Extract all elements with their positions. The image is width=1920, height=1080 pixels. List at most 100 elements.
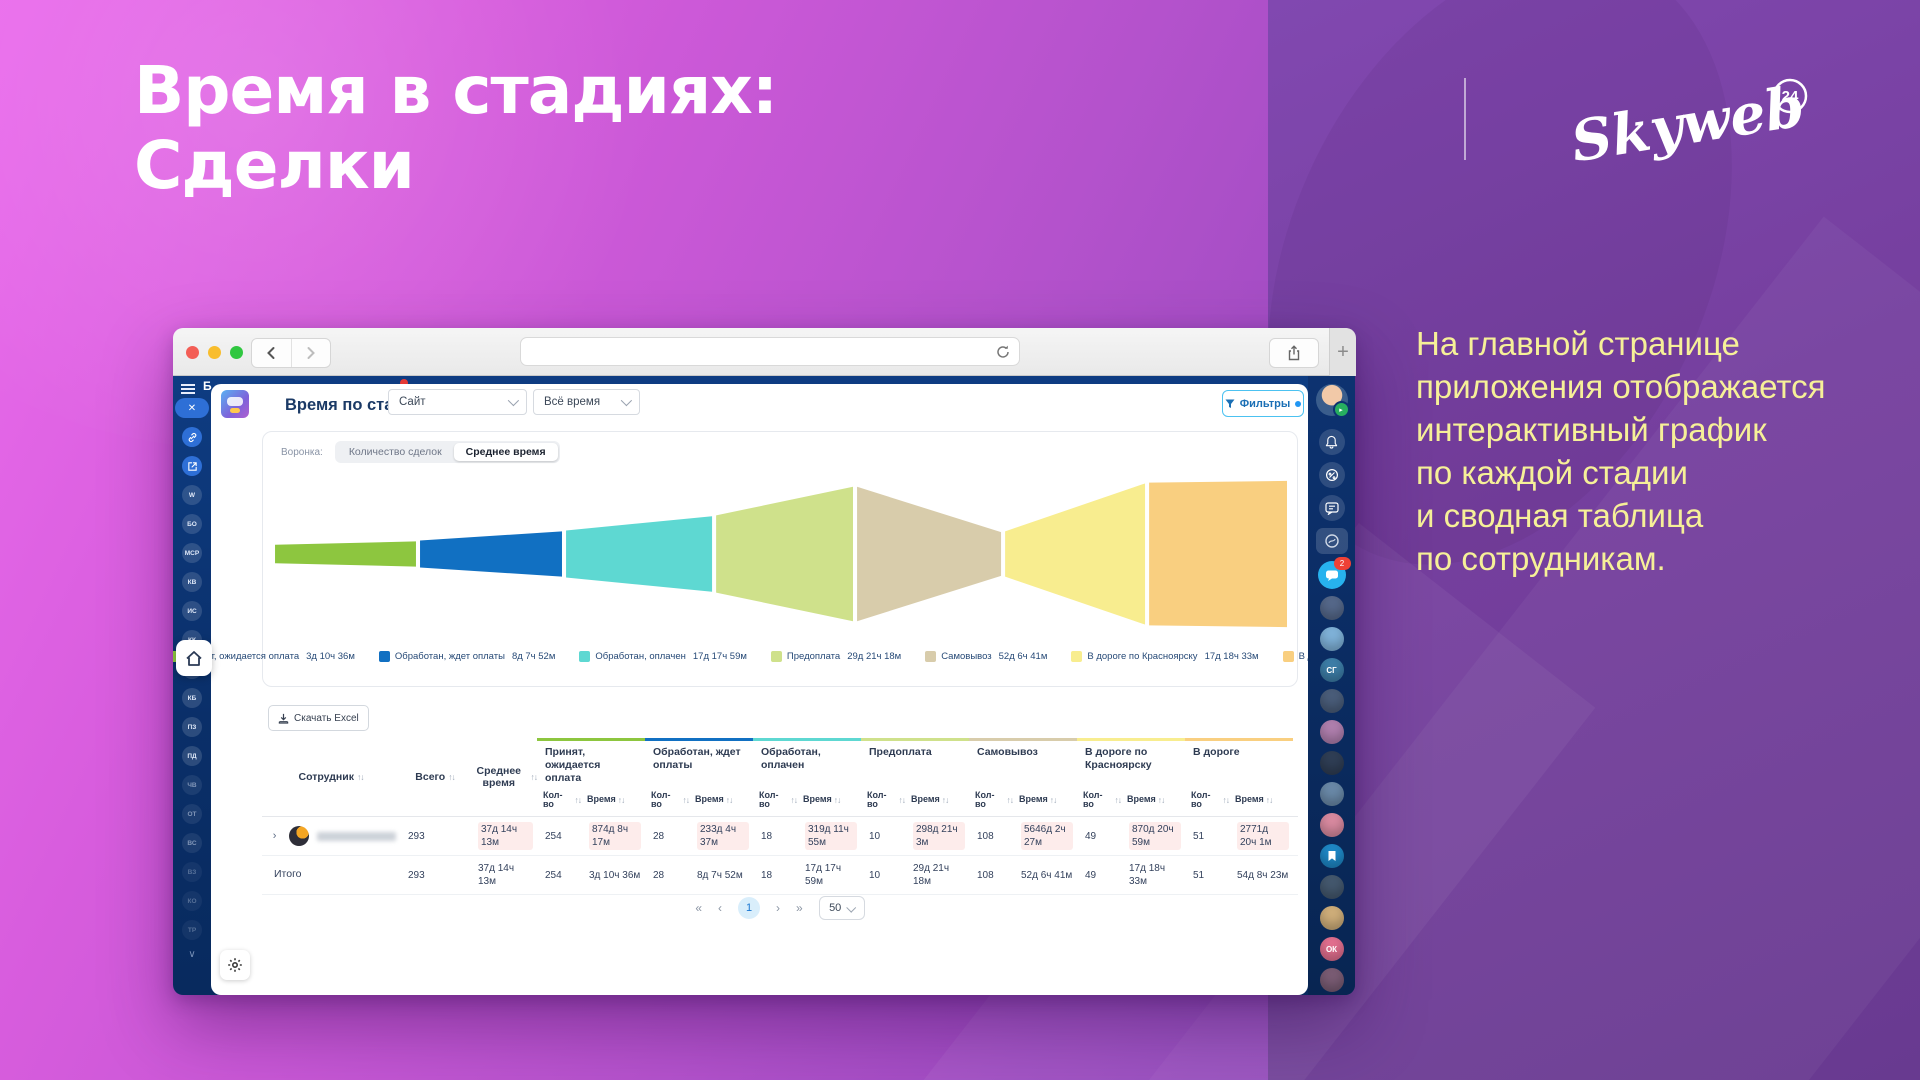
- column-header-total[interactable]: Всего ↑↓: [415, 771, 455, 783]
- site-select[interactable]: Сайт: [388, 389, 527, 415]
- sidebar-item[interactable]: ИС: [182, 601, 202, 621]
- sort-icon[interactable]: ↑↓: [790, 794, 798, 805]
- sort-icon[interactable]: ↑↓: [725, 794, 733, 805]
- contact-avatar[interactable]: [1319, 720, 1344, 744]
- forward-button[interactable]: [290, 339, 331, 367]
- page-size-select[interactable]: 50: [818, 896, 865, 920]
- sidebar-item[interactable]: ОТ: [182, 804, 202, 824]
- messenger-button[interactable]: 2: [1317, 557, 1351, 589]
- contact-avatar[interactable]: СГ: [1319, 658, 1344, 682]
- sort-icon[interactable]: ↑↓: [898, 794, 906, 805]
- sort-icon[interactable]: ↑↓: [1114, 794, 1122, 805]
- funnel-segment-3[interactable]: [566, 516, 713, 592]
- home-button[interactable]: [176, 640, 212, 676]
- prev-page-button[interactable]: ‹: [718, 901, 722, 915]
- sort-icon[interactable]: ↑↓: [833, 794, 841, 805]
- sort-icon[interactable]: ↑↓: [574, 794, 582, 805]
- new-tab-button[interactable]: +: [1329, 328, 1356, 376]
- close-slider-button[interactable]: ✕: [175, 398, 209, 418]
- current-page-button[interactable]: 1: [738, 897, 760, 919]
- notifications-button[interactable]: [1318, 429, 1345, 455]
- sidebar-item[interactable]: КБ: [182, 688, 202, 708]
- column-header-avg-time[interactable]: Среднее время ↑↓: [476, 765, 538, 789]
- contact-avatar[interactable]: [1319, 875, 1344, 899]
- sort-icon[interactable]: ↑↓: [1049, 794, 1057, 805]
- subcolumn-count[interactable]: Кол-во ↑↓: [975, 789, 1014, 809]
- minimize-window-button[interactable]: [208, 346, 221, 359]
- subcolumn-time[interactable]: Время ↑↓: [587, 794, 625, 805]
- sort-icon[interactable]: ↑↓: [1006, 794, 1014, 805]
- sidebar-item[interactable]: БО: [182, 514, 202, 534]
- sort-icon[interactable]: ↑↓: [356, 772, 364, 782]
- user-avatar[interactable]: ▸: [1315, 384, 1350, 418]
- sort-icon[interactable]: ↑↓: [448, 772, 455, 782]
- funnel-segment-1[interactable]: [275, 541, 416, 567]
- expand-row-chevron[interactable]: ›: [272, 829, 277, 842]
- funnel-segment-4[interactable]: [716, 486, 854, 622]
- saved-messages-button[interactable]: [1319, 844, 1344, 868]
- share-button[interactable]: [1269, 338, 1319, 368]
- sort-icon[interactable]: ↑↓: [1222, 794, 1230, 805]
- contact-avatar[interactable]: [1319, 813, 1344, 837]
- sidebar-item[interactable]: КВ: [182, 572, 202, 592]
- marketplace-app-button[interactable]: [1315, 528, 1348, 554]
- sidebar-collapse-chevron[interactable]: ∨: [188, 949, 196, 960]
- sidebar-item[interactable]: ЧВ: [182, 775, 202, 795]
- sidebar-item[interactable]: ПД: [182, 746, 202, 766]
- funnel-segment-7[interactable]: [1149, 480, 1287, 628]
- sort-icon[interactable]: ↑↓: [530, 772, 538, 782]
- reload-icon[interactable]: [995, 344, 1011, 360]
- sort-icon[interactable]: ↑↓: [941, 794, 949, 805]
- sidebar-item[interactable]: КО: [182, 891, 202, 911]
- subcolumn-count[interactable]: Кол-во ↑↓: [867, 789, 906, 809]
- contact-avatar[interactable]: [1319, 751, 1344, 775]
- subcolumn-count[interactable]: Кол-во ↑↓: [543, 789, 582, 809]
- address-bar[interactable]: [520, 337, 1020, 366]
- first-page-button[interactable]: «: [695, 901, 702, 915]
- period-select[interactable]: Всё время: [533, 389, 640, 415]
- sort-icon[interactable]: ↑↓: [1265, 794, 1273, 805]
- contact-avatar[interactable]: [1319, 782, 1344, 806]
- download-excel-button[interactable]: Скачать Excel: [268, 705, 369, 731]
- subcolumn-count[interactable]: Кол-во ↑↓: [1191, 789, 1230, 809]
- tab-average-time[interactable]: Среднее время: [453, 443, 558, 461]
- subcolumn-time[interactable]: Время ↑↓: [1235, 794, 1273, 805]
- sort-icon[interactable]: ↑↓: [617, 794, 625, 805]
- funnel-segment-2[interactable]: [420, 531, 562, 577]
- back-button[interactable]: [252, 339, 291, 367]
- filters-button[interactable]: Фильтры: [1222, 390, 1304, 417]
- subcolumn-time[interactable]: Время ↑↓: [1127, 794, 1165, 805]
- contact-avatar[interactable]: ОК: [1319, 937, 1344, 961]
- sidebar-item[interactable]: МСР: [182, 543, 202, 563]
- sidebar-item[interactable]: ТР: [182, 920, 202, 940]
- open-in-new-button[interactable]: [182, 456, 202, 476]
- sort-icon[interactable]: ↑↓: [1157, 794, 1165, 805]
- sidebar-item[interactable]: ВС: [182, 833, 202, 853]
- next-page-button[interactable]: ›: [776, 901, 780, 915]
- helpdesk-button[interactable]: [1318, 495, 1345, 521]
- contact-avatar[interactable]: [1319, 689, 1344, 713]
- contact-avatar[interactable]: [1319, 968, 1344, 992]
- sidebar-item[interactable]: ВЗ: [182, 862, 202, 882]
- funnel-chart[interactable]: [273, 470, 1287, 643]
- subcolumn-count[interactable]: Кол-во ↑↓: [759, 789, 798, 809]
- funnel-segment-6[interactable]: [1005, 483, 1146, 625]
- subcolumn-time[interactable]: Время ↑↓: [911, 794, 949, 805]
- sort-icon[interactable]: ↑↓: [682, 794, 690, 805]
- funnel-segment-5[interactable]: [857, 486, 1002, 622]
- promo-button[interactable]: [1318, 462, 1345, 488]
- menu-hamburger-icon[interactable]: [181, 384, 195, 394]
- contact-avatar[interactable]: [1319, 906, 1344, 930]
- tab-deal-count[interactable]: Количество сделок: [348, 446, 442, 458]
- last-page-button[interactable]: »: [796, 901, 803, 915]
- subcolumn-time[interactable]: Время ↑↓: [803, 794, 841, 805]
- contact-avatar[interactable]: [1319, 627, 1344, 651]
- close-window-button[interactable]: [186, 346, 199, 359]
- contact-avatar[interactable]: [1319, 596, 1344, 620]
- sidebar-item[interactable]: ПЗ: [182, 717, 202, 737]
- copy-link-button[interactable]: [182, 427, 202, 447]
- subcolumn-time[interactable]: Время ↑↓: [695, 794, 733, 805]
- subcolumn-time[interactable]: Время ↑↓: [1019, 794, 1057, 805]
- subcolumn-count[interactable]: Кол-во ↑↓: [651, 789, 690, 809]
- maximize-window-button[interactable]: [230, 346, 243, 359]
